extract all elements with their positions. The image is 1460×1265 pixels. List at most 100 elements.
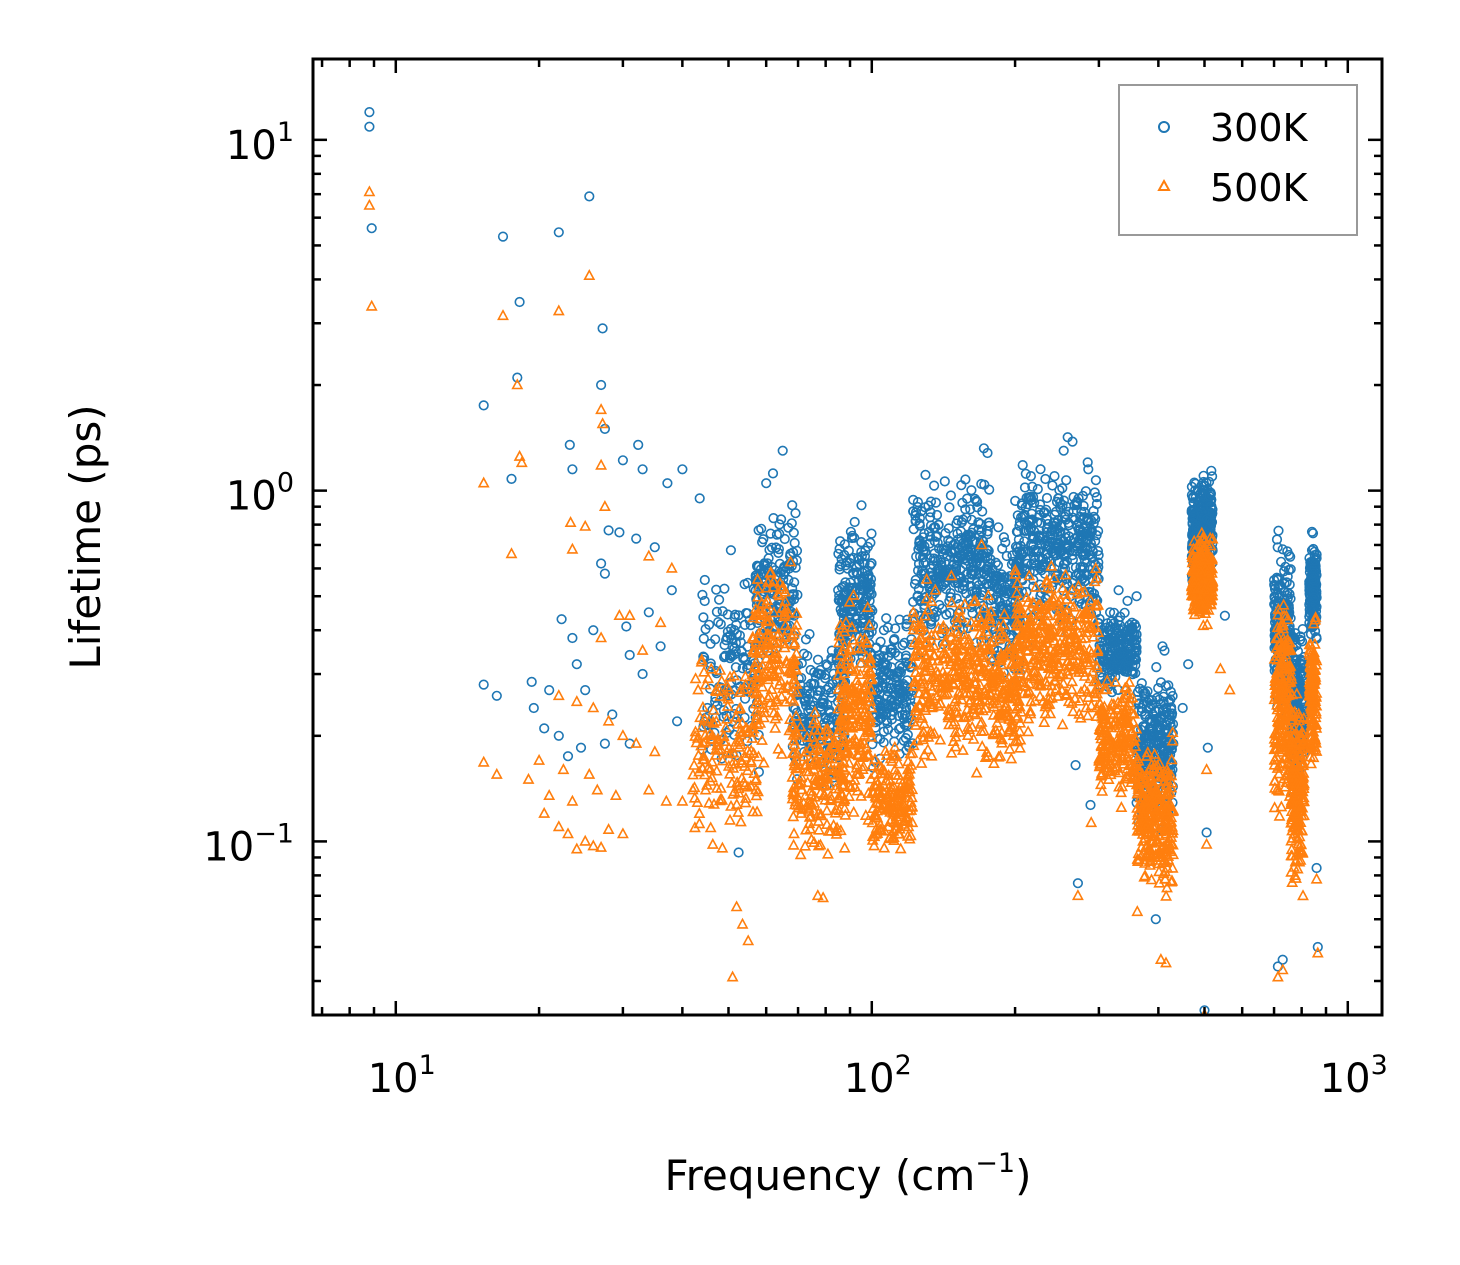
point-500k xyxy=(932,654,944,666)
point-500k xyxy=(1024,669,1036,681)
point-300k xyxy=(1053,493,1064,504)
point-300k xyxy=(1194,489,1205,500)
point-300k xyxy=(826,711,837,723)
point-300k xyxy=(730,662,742,673)
point-500k xyxy=(1012,663,1025,675)
point-300k xyxy=(955,571,966,582)
point-500k xyxy=(714,781,727,793)
point-500k xyxy=(840,616,852,628)
point-500k xyxy=(759,609,772,621)
point-500k xyxy=(745,744,758,756)
point-500k xyxy=(991,696,1004,708)
point-500k xyxy=(1024,707,1037,719)
point-300k xyxy=(766,542,778,553)
point-300k xyxy=(1088,588,1100,599)
point-500k xyxy=(909,718,922,730)
point-500k xyxy=(831,821,844,833)
point-500k xyxy=(755,638,768,650)
point-300k xyxy=(1023,525,1034,536)
point-300k xyxy=(1069,514,1080,525)
point-300k xyxy=(774,519,785,530)
point-500k xyxy=(1023,685,1036,697)
point-500k xyxy=(1043,692,1055,704)
point-300k xyxy=(914,551,926,562)
point-500k xyxy=(739,678,752,690)
point-500k xyxy=(850,674,863,686)
point-300k xyxy=(603,525,614,536)
point-500k xyxy=(834,719,847,731)
point-500k xyxy=(761,594,774,606)
point-500k xyxy=(951,706,964,718)
point-500k xyxy=(956,743,969,755)
point-500k xyxy=(762,575,774,587)
point-300k xyxy=(1204,491,1215,502)
point-300k xyxy=(1093,550,1104,561)
point-500k xyxy=(973,646,985,658)
point-300k xyxy=(733,847,744,858)
point-500k xyxy=(856,763,869,775)
point-500k xyxy=(875,760,887,772)
point-500k xyxy=(778,637,791,649)
point-500k xyxy=(915,693,928,705)
point-300k xyxy=(815,664,826,676)
point-300k xyxy=(789,577,800,588)
point-300k xyxy=(1295,631,1306,642)
point-500k xyxy=(855,789,868,801)
point-500k xyxy=(721,680,734,692)
point-500k xyxy=(894,842,907,854)
point-300k xyxy=(976,549,987,561)
point-500k xyxy=(1034,677,1047,689)
point-300k xyxy=(786,583,798,594)
point-300k xyxy=(1083,464,1094,475)
point-300k xyxy=(1049,520,1060,532)
point-500k xyxy=(975,644,988,656)
point-300k xyxy=(851,583,862,594)
point-500k xyxy=(920,572,933,584)
point-500k xyxy=(921,743,934,755)
point-300k xyxy=(912,497,924,508)
point-500k xyxy=(924,725,937,737)
point-300k xyxy=(908,494,919,506)
point-300k xyxy=(928,480,940,491)
point-300k xyxy=(992,560,1004,571)
point-300k xyxy=(1088,518,1099,529)
point-500k xyxy=(813,747,826,759)
point-500k xyxy=(808,771,821,783)
point-500k xyxy=(819,723,832,735)
point-300k xyxy=(564,439,575,451)
point-300k xyxy=(931,509,943,521)
point-300k xyxy=(671,716,683,727)
point-300k xyxy=(1150,914,1161,925)
point-500k xyxy=(944,625,957,637)
point-500k xyxy=(735,771,748,783)
point-300k xyxy=(1040,473,1051,485)
point-500k xyxy=(991,716,1004,728)
point-300k xyxy=(930,582,941,593)
point-500k xyxy=(1035,650,1048,662)
point-300k xyxy=(890,623,901,634)
point-500k xyxy=(794,848,807,860)
point-500k xyxy=(698,665,710,677)
point-300k xyxy=(1152,731,1163,742)
point-500k xyxy=(1074,607,1087,619)
point-500k xyxy=(754,716,767,728)
point-500k xyxy=(1009,563,1022,575)
point-500k xyxy=(1014,716,1027,728)
point-500k xyxy=(736,726,749,738)
point-500k xyxy=(837,755,850,767)
point-500k xyxy=(756,733,768,745)
point-300k xyxy=(1040,562,1051,573)
point-300k xyxy=(614,527,625,538)
point-300k xyxy=(902,675,913,686)
point-500k xyxy=(773,589,786,601)
point-300k xyxy=(956,480,967,491)
point-500k xyxy=(1078,669,1091,681)
point-300k xyxy=(729,708,740,720)
point-300k xyxy=(1082,457,1093,468)
point-500k xyxy=(998,688,1011,700)
point-500k xyxy=(793,777,806,789)
point-500k xyxy=(870,808,883,820)
point-500k xyxy=(979,618,991,630)
point-500k xyxy=(745,756,758,768)
point-300k xyxy=(1038,507,1049,519)
